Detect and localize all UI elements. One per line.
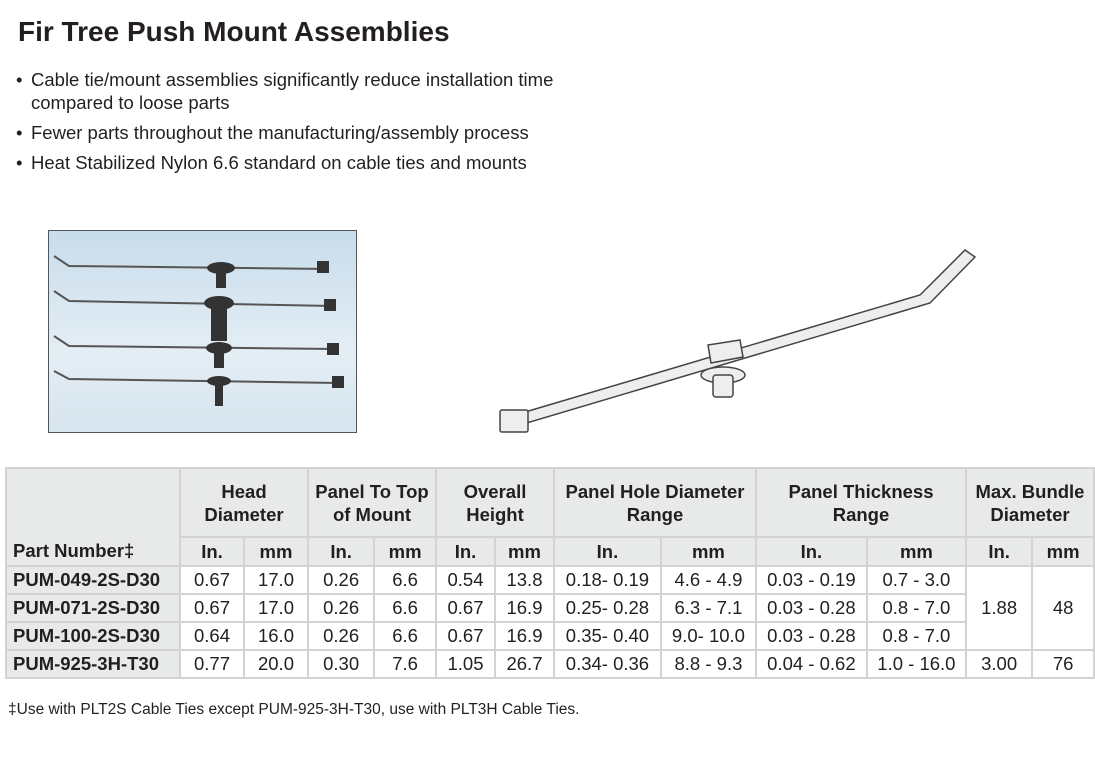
cell: 4.6 - 4.9 bbox=[659, 565, 758, 595]
cell: 16.9 bbox=[494, 621, 555, 651]
part-number: PUM-925-3H-T30 bbox=[5, 649, 181, 679]
unit-header: mm bbox=[243, 536, 309, 567]
unit-header: In. bbox=[179, 536, 245, 567]
tie-mount-drawing bbox=[495, 245, 985, 445]
cell: 6.6 bbox=[373, 621, 437, 651]
cell: 0.18- 0.19 bbox=[553, 565, 662, 595]
cell: 0.67 bbox=[179, 593, 245, 623]
cell: 1.0 - 16.0 bbox=[865, 649, 968, 679]
cell: 0.54 bbox=[435, 565, 496, 595]
part-number-header: Part Number‡ bbox=[5, 467, 181, 567]
cell: 0.7 - 3.0 bbox=[865, 565, 968, 595]
cell: 8.8 - 9.3 bbox=[659, 649, 758, 679]
cell: 20.0 bbox=[243, 649, 309, 679]
unit-header: mm bbox=[373, 536, 437, 567]
table-row: PUM-049-2S-D30 0.67 17.0 0.26 6.6 0.54 13.8 0.1… bbox=[5, 565, 1095, 651]
unit-header: mm bbox=[659, 536, 758, 567]
feature-list: Cable tie/mount assemblies significantly… bbox=[16, 68, 631, 181]
cell: 7.6 bbox=[373, 649, 437, 679]
cell: 0.35- 0.40 bbox=[553, 621, 662, 651]
group-header: Panel To Top of Mount bbox=[307, 467, 437, 538]
group-header: Panel Hole Diameter Range bbox=[553, 467, 757, 538]
cell: 0.8 - 7.0 bbox=[865, 593, 968, 623]
table-row: PUM-100-2S-D30 0.64 16.0 0.26 6.6 0.67 16.9 0.3… bbox=[5, 621, 1094, 651]
cell: 17.0 bbox=[243, 593, 309, 623]
group-header: Panel Thickness Range bbox=[755, 467, 967, 538]
unit-header: mm bbox=[494, 536, 555, 567]
cell: 0.03 - 0.19 bbox=[755, 565, 868, 595]
specifications-table: Part Number‡ Head Diameter Panel To Top … bbox=[5, 467, 1095, 679]
cell: 6.3 - 7.1 bbox=[659, 593, 758, 623]
part-number: PUM-049-2S-D30 bbox=[5, 565, 181, 595]
bundle-cell: 1.88 bbox=[964, 565, 1034, 651]
bullet: Fewer parts throughout the manufacturing… bbox=[16, 121, 631, 144]
product-photo bbox=[48, 230, 357, 433]
page-title: Fir Tree Push Mount Assemblies bbox=[18, 16, 450, 47]
cell: 26.7 bbox=[494, 649, 555, 679]
cell: 0.77 bbox=[179, 649, 245, 679]
cell: 0.03 - 0.28 bbox=[755, 621, 868, 651]
unit-header: In. bbox=[553, 536, 662, 567]
cell: 0.30 bbox=[306, 649, 376, 679]
unit-header: In. bbox=[435, 536, 496, 567]
bundle-cell: 3.00 bbox=[964, 649, 1034, 679]
bundle-cell: 76 bbox=[1031, 649, 1095, 679]
cell: 6.6 bbox=[373, 593, 437, 623]
unit-header: In. bbox=[755, 536, 868, 567]
cell: 0.67 bbox=[435, 621, 496, 651]
bullet: Cable tie/mount assemblies significantly… bbox=[16, 68, 631, 114]
cell: 0.34- 0.36 bbox=[553, 649, 662, 679]
table-row: PUM-071-2S-D30 0.67 17.0 0.26 6.6 0.67 16.9 0.2… bbox=[5, 593, 1094, 623]
unit-header: mm bbox=[865, 536, 968, 567]
cell: 0.25- 0.28 bbox=[553, 593, 662, 623]
cell: 16.9 bbox=[494, 593, 555, 623]
unit-header: In. bbox=[306, 536, 376, 567]
table-row: PUM-925-3H-T30 0.77 20.0 0.30 7.6 1.05 26.7 0.3… bbox=[5, 649, 1095, 679]
cell: 13.8 bbox=[494, 565, 555, 595]
cell: 16.0 bbox=[243, 621, 309, 651]
cell: 0.64 bbox=[179, 621, 245, 651]
cell: 17.0 bbox=[243, 565, 309, 595]
part-number: PUM-100-2S-D30 bbox=[5, 621, 181, 651]
cell: 0.03 - 0.28 bbox=[755, 593, 868, 623]
cell: 0.04 - 0.62 bbox=[755, 649, 868, 679]
footnote: ‡Use with PLT2S Cable Ties except PUM-92… bbox=[8, 701, 580, 718]
cell: 0.26 bbox=[306, 621, 376, 651]
group-header: Head Diameter bbox=[179, 467, 309, 538]
cell: 0.26 bbox=[306, 565, 376, 595]
cell: 0.67 bbox=[435, 593, 496, 623]
part-number: PUM-071-2S-D30 bbox=[5, 593, 181, 623]
cell: 0.26 bbox=[306, 593, 376, 623]
group-header: Max. Bundle Diameter bbox=[965, 467, 1095, 538]
cell: 0.67 bbox=[179, 565, 245, 595]
cell: 1.05 bbox=[435, 649, 496, 679]
cell: 9.0- 10.0 bbox=[659, 621, 758, 651]
bundle-cell: 48 bbox=[1031, 565, 1095, 651]
cell: 6.6 bbox=[373, 565, 437, 595]
group-header: Overall Height bbox=[435, 467, 555, 538]
cell: 0.8 - 7.0 bbox=[865, 621, 968, 651]
bullet: Heat Stabilized Nylon 6.6 standard on ca… bbox=[16, 151, 631, 174]
unit-header: In. bbox=[964, 536, 1034, 567]
unit-header: mm bbox=[1031, 536, 1095, 567]
